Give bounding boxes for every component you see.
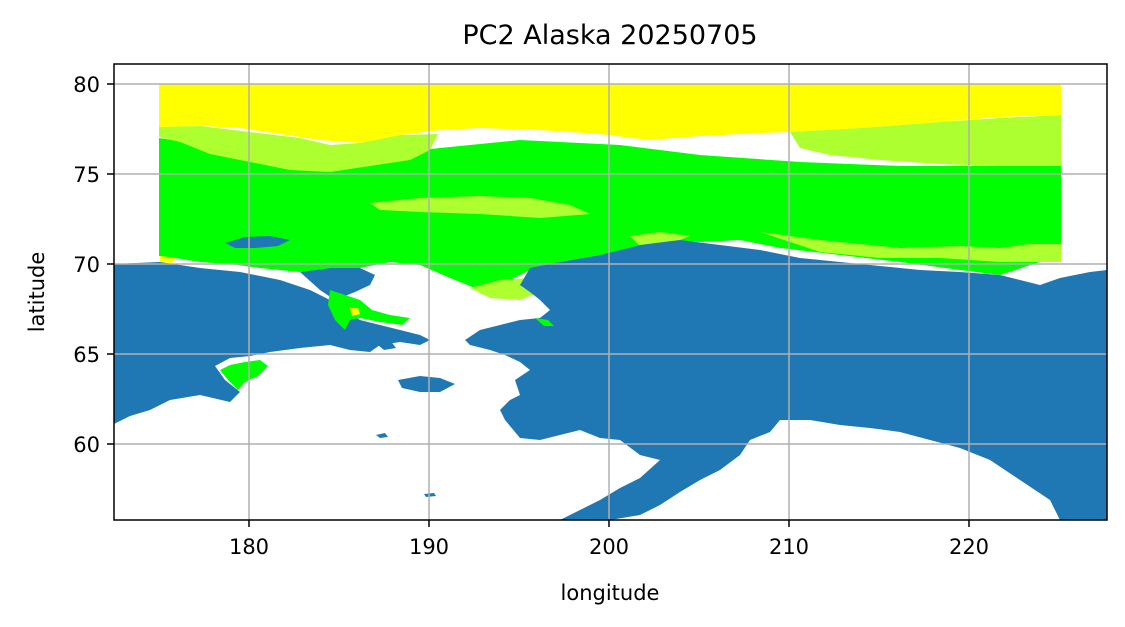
class-band-greenyellow-patch (630, 232, 690, 246)
y-tick-label: 60 (73, 433, 100, 457)
y-tick-label: 70 (73, 253, 100, 277)
x-tick-label: 180 (229, 535, 269, 559)
class-band-greenyellow-streak (370, 196, 590, 218)
axes-frame (113, 63, 1108, 521)
x-axis (248, 520, 970, 527)
x-tick-label: 190 (409, 535, 449, 559)
land-st-lawrence-island (398, 376, 455, 392)
x-tick-label: 210 (769, 535, 809, 559)
y-axis (107, 83, 114, 445)
x-tick-label: 200 (589, 535, 629, 559)
land-small-island-1 (378, 340, 396, 350)
y-tick-label: 75 (73, 163, 100, 187)
land-alaska (465, 240, 1107, 520)
x-axis-label: longitude (561, 581, 660, 605)
y-axis-label: latitude (25, 252, 49, 333)
class-band-greenyellow (159, 126, 438, 172)
class-band-greenyellow-south (760, 232, 1061, 262)
land-patch-norton (535, 318, 554, 326)
x-tick-label: 220 (949, 535, 989, 559)
land-small-island-2 (376, 433, 388, 438)
data-field (159, 84, 1061, 300)
land-small-island-3 (424, 493, 436, 497)
map-title: PC2 Alaska 20250705 (462, 20, 757, 51)
land-chukotka-coast (300, 268, 375, 300)
land (114, 236, 1107, 520)
land-data-patches (160, 256, 554, 390)
land-patch-chukotka-coast (328, 290, 410, 330)
land-patch-anadyr (220, 360, 268, 390)
y-tick-label: 80 (73, 73, 100, 97)
grid (114, 64, 1107, 520)
class-band-yellow (159, 84, 1061, 143)
y-tick-label: 65 (73, 343, 100, 367)
class-band-greenyellow-east (790, 115, 1061, 166)
land-chukotka (114, 262, 430, 424)
land-wrangel-island (225, 236, 290, 248)
